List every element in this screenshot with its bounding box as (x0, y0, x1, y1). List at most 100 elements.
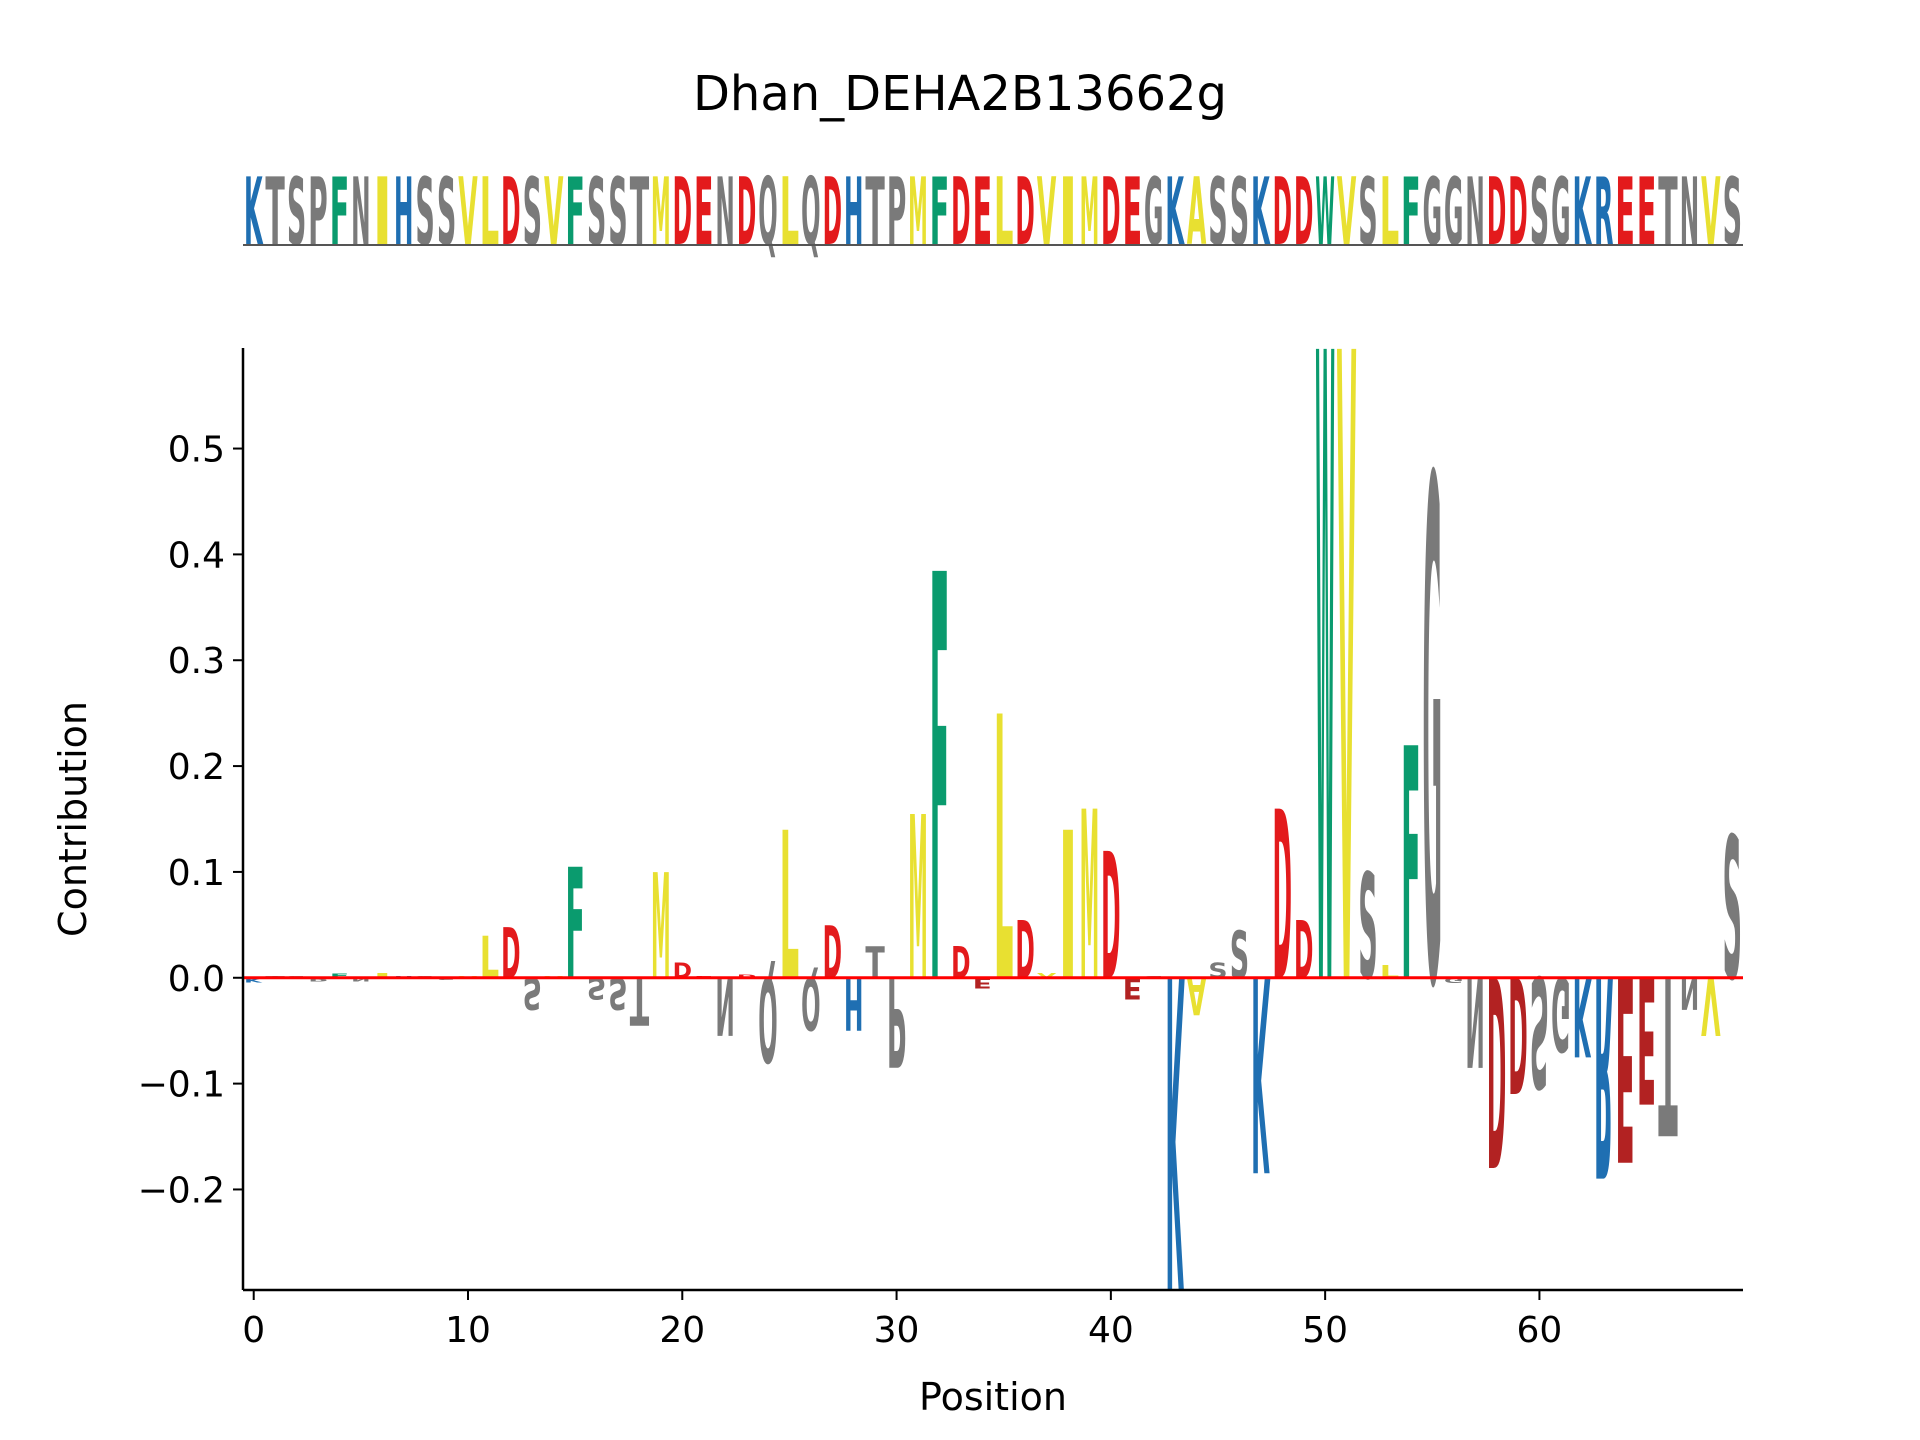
logo-letter: V (1701, 959, 1721, 1052)
sequence-letter: F (1401, 159, 1420, 267)
sequence-letter: S (1208, 158, 1227, 267)
sequence-letter: M (908, 158, 927, 266)
x-tick-label: 0 (242, 1310, 265, 1351)
sequence-letter: H (844, 159, 863, 267)
sequence-letter: D (1294, 159, 1313, 267)
sequence-letter: K (1573, 159, 1592, 267)
sequence-letter: D (1487, 159, 1506, 267)
logo-letter: Q (758, 950, 777, 1086)
logo-letter: H (844, 960, 863, 1045)
sequence-letter: N (1465, 159, 1484, 267)
logo-letter: S (1723, 796, 1742, 1024)
logo-letter: S (587, 971, 606, 1005)
y-tick-label: −0.2 (138, 1170, 225, 1211)
sequence-letter: S (1358, 158, 1377, 267)
sequence-letter: L (1380, 159, 1399, 267)
logo-letter: W (1315, 177, 1334, 1181)
x-tick-label: 30 (874, 1310, 920, 1351)
logo-letter: I (1058, 789, 1077, 1026)
x-tick-label: 40 (1088, 1310, 1134, 1351)
y-tick-label: 0.2 (168, 747, 225, 788)
sequence-letter: P (308, 158, 327, 267)
sequence-letter: W (1315, 158, 1334, 266)
sequence-letter: E (1637, 159, 1656, 267)
sequence-letter: Q (801, 157, 820, 266)
sequence-letter: D (823, 159, 842, 267)
logo-letter: K (1251, 914, 1270, 1227)
sequence-letter: T (630, 159, 649, 267)
x-tick-label: 20 (659, 1310, 705, 1351)
sequence-letter: G (1144, 159, 1163, 267)
sequence-letter: S (608, 158, 627, 267)
sequence-letter: F (930, 159, 949, 267)
chart-title: Dhan_DEHA2B13662g (692, 66, 1228, 122)
sequence-letter: D (1101, 159, 1120, 267)
logo-letter: G (1551, 953, 1570, 1070)
sequence-letter: D (737, 159, 756, 267)
sequence-letter: R (1594, 159, 1613, 267)
logo-letter: S (523, 967, 542, 1019)
sequence-letter: S (1723, 158, 1742, 267)
logo-letter: M (908, 769, 927, 1031)
sequence-letter: S (287, 158, 306, 267)
sequence-letter: N (351, 159, 370, 267)
logo-letter: L (480, 924, 499, 992)
sequence-letter: I (373, 158, 392, 267)
logo-letter: A (1187, 965, 1206, 1023)
sequence-letter: F (565, 159, 584, 267)
sequence-letter: V (458, 159, 478, 267)
logo-letter: G (1444, 976, 1463, 984)
logo-letter: S (1530, 942, 1549, 1119)
sequence-letter: M (651, 158, 670, 266)
sequence-letter: D (673, 159, 692, 267)
sequence-letter: V (1337, 159, 1357, 267)
logo-letter: R (1594, 912, 1613, 1233)
sequence-letter: V (1701, 159, 1721, 267)
logo-letter: D (1487, 916, 1506, 1220)
y-axis-label: Contribution (51, 701, 95, 937)
sequence-letter: F (330, 159, 349, 267)
y-tick-label: 0.1 (168, 853, 225, 894)
sequence-letter: S (1230, 158, 1249, 267)
y-tick-label: 0.0 (168, 959, 225, 1000)
sequence-letter: G (1444, 159, 1463, 267)
logo-letter: D (1101, 818, 1120, 1020)
logo-letter: K (244, 976, 265, 983)
sequence-letter: S (437, 158, 456, 267)
x-tick-label: 50 (1302, 1310, 1348, 1351)
logo-letter: S (608, 967, 627, 1019)
logo-letter: K (1165, 876, 1184, 1373)
sequence-letter: L (480, 159, 499, 267)
sequence-letter: G (1551, 159, 1570, 267)
sequence-letter: S (587, 158, 606, 267)
logo-letter: N (1680, 967, 1699, 1017)
sequence-letter: S (523, 158, 542, 267)
logo-letter: D (1015, 903, 1034, 997)
sequence-letter: V (544, 159, 564, 267)
logo-letter: T (1658, 926, 1677, 1180)
logo-letter: T (865, 938, 884, 989)
logo-letter: D (1294, 903, 1313, 997)
logo-letter: E (1123, 971, 1142, 1005)
logo-letter: E (1615, 917, 1634, 1214)
logo-letter: I (373, 971, 392, 980)
logo-letter: L (994, 641, 1013, 1064)
sequence-letter: P (887, 158, 906, 267)
sequence-letter: K (244, 159, 263, 267)
sequence-letter: K (1165, 159, 1184, 267)
sequence-letter: L (994, 159, 1013, 267)
sequence-letter: A (1187, 159, 1207, 267)
sequence-letter: E (973, 159, 992, 267)
sequence-letter: M (1080, 158, 1099, 266)
logo-letter: D (673, 959, 692, 984)
y-tick-label: 0.5 (168, 430, 225, 471)
sequence-letter: D (501, 159, 520, 267)
sequence-letter: L (780, 159, 799, 267)
logo-letter: T (630, 962, 650, 1038)
y-tick-label: 0.3 (168, 641, 225, 682)
logo-letter: F (565, 836, 584, 1014)
logo-letter: L (780, 790, 799, 1026)
sequence-letter: G (1423, 159, 1442, 267)
